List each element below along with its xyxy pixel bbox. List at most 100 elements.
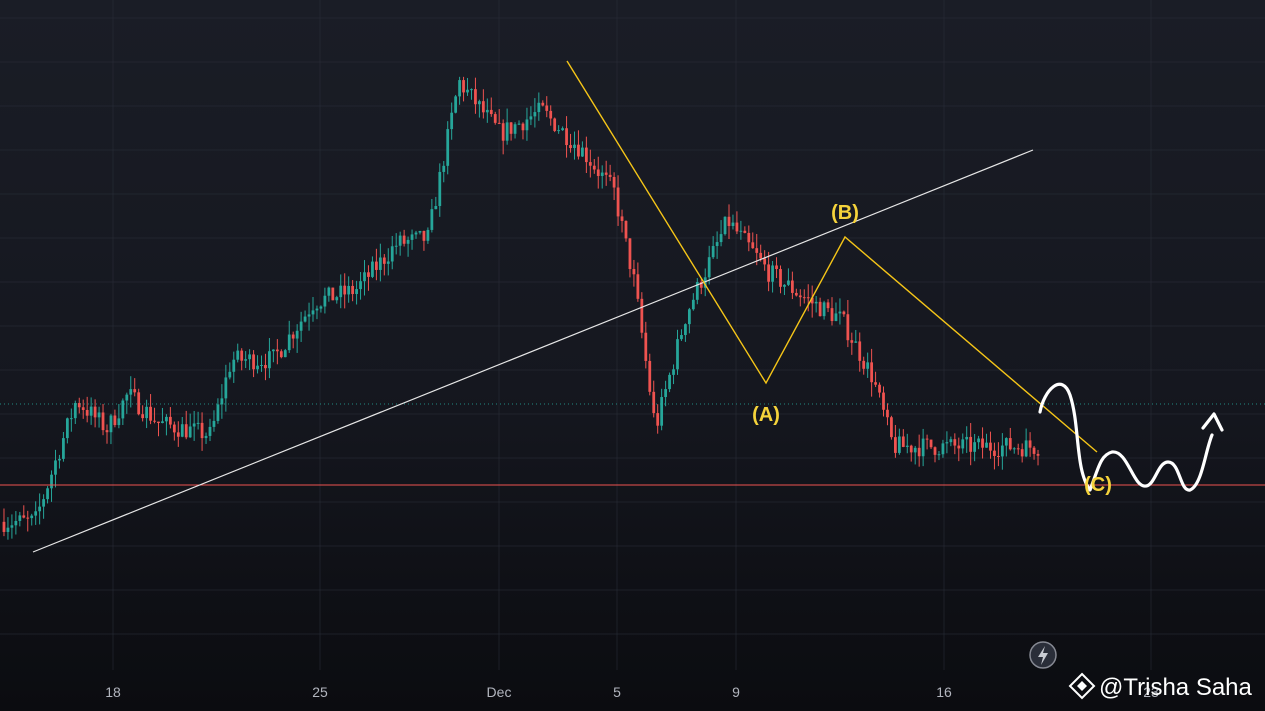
x-tick-label: 23 [1143,684,1159,700]
candle-body [414,232,418,235]
candle-body [141,414,145,419]
candle-body [188,426,192,438]
candle-body [537,102,541,113]
candle-body [323,295,327,307]
candle-body [117,418,121,426]
candle-body [287,334,291,351]
replay-lightning-button[interactable] [1029,641,1057,669]
candle-body [359,281,362,290]
candle-body [204,435,208,439]
candle-body [862,360,866,369]
candle-body [584,147,588,163]
candle-body [779,269,782,287]
candle-body [351,285,355,295]
candle-body [814,301,818,304]
candle-body [216,404,220,421]
candle-body [783,284,786,287]
candle-body [125,394,129,401]
x-tick-label: 18 [105,684,121,700]
candle-body [1008,438,1012,450]
candle-body [802,297,806,299]
candle-body [917,447,921,457]
candle-body [371,261,374,277]
candle-body [838,311,842,314]
abc-wave-path[interactable] [566,60,1098,453]
candle-body [977,438,980,443]
candle-body [830,308,834,322]
candle-body [695,282,699,300]
candle-body [462,80,465,93]
candle-body [418,230,422,233]
candle-body [596,169,600,176]
candle-body [703,277,707,288]
candle-body [212,420,216,427]
candle-body [58,458,61,461]
candle-body [478,101,481,105]
candle-body [687,309,691,325]
chart-grid [0,0,1265,670]
candle-body [434,206,438,210]
candle-body [846,314,850,341]
x-tick-label: 5 [613,684,621,700]
candle-body [161,421,164,424]
candle-body [224,377,228,399]
candle-body [790,280,794,293]
candle-body [172,424,176,433]
candle-body [668,374,671,390]
candle-body [997,455,1000,457]
candle-body [1020,449,1024,457]
candle-body [616,187,620,217]
candle-body [69,418,73,420]
candlestick-series [2,76,1040,540]
candle-body [981,438,984,448]
x-tick-label: Dec [487,684,512,700]
watermark-text: @Trisha Saha [1099,674,1253,701]
candle-body [129,389,133,395]
candle-body [489,109,493,115]
candle-body [711,246,715,258]
candle-body [866,362,870,369]
candle-body [430,209,434,230]
candle-body [834,313,838,322]
candle-body [1004,438,1008,446]
candle-body [1032,447,1036,454]
candle-body [743,230,747,233]
candle-body [798,295,802,298]
candle-body [739,230,743,232]
candle-body [65,418,69,439]
candle-body [850,340,854,343]
candle-body [715,242,719,247]
candle-body [909,445,913,453]
candle-body [470,89,473,91]
candle-body [386,261,390,264]
candle-body [192,423,196,427]
candle-body [965,436,969,440]
candle-body [394,245,398,247]
candle-body [771,265,774,282]
candle-body [97,412,101,418]
candle-body [6,527,10,532]
candle-body [133,389,137,393]
candle-body [244,359,248,361]
candle-body [949,439,953,443]
candle-body [929,439,933,448]
candle-body [2,521,6,532]
candle-body [176,432,180,437]
candle-body [283,350,287,358]
candle-body [85,409,89,416]
candle-body [319,306,323,309]
candle-body [731,222,735,227]
candle-body [315,308,319,311]
ascending-trendline[interactable] [32,149,1034,553]
candle-body [573,144,576,149]
candle-body [168,416,172,425]
candle-body [660,397,664,426]
candle-body [676,339,679,370]
candle-body [870,362,874,383]
x-axis: 18 25 Dec 5 9 16 23 [105,684,1159,700]
x-tick-label: 16 [936,684,952,700]
projection-path[interactable] [1038,382,1214,492]
candle-body [62,438,65,459]
